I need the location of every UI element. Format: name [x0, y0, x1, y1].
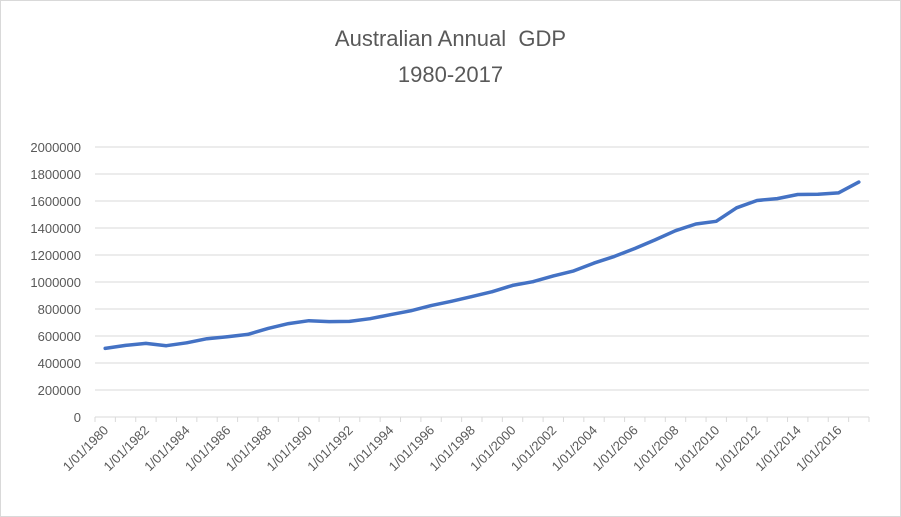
gridlines [95, 146, 869, 391]
data-point [409, 309, 413, 313]
chart-title: Australian Annual GDP [334, 26, 567, 51]
data-point [368, 317, 372, 321]
data-point [674, 229, 677, 233]
data-point [816, 192, 820, 196]
y-tick-label: 1000000 [30, 275, 81, 290]
data-point [572, 269, 576, 273]
data-point [836, 191, 840, 195]
data-point [796, 193, 800, 197]
data-point [225, 335, 229, 339]
data-point [144, 341, 148, 345]
data-point [694, 222, 698, 226]
y-tick-label: 1800000 [30, 167, 81, 182]
data-point [551, 274, 555, 278]
y-tick-label: 600000 [38, 329, 81, 344]
data-point [164, 344, 168, 348]
data-point [490, 290, 494, 294]
data-point [103, 346, 107, 350]
y-tick-label: 200000 [38, 383, 81, 398]
data-point [592, 261, 596, 265]
data-point [735, 206, 739, 210]
series-line-gdp [103, 180, 861, 351]
y-tick-label: 800000 [38, 302, 81, 317]
data-point [714, 219, 718, 223]
data-point [449, 299, 453, 303]
data-point [612, 254, 616, 258]
x-axis-ticks: 1/01/19801/01/19821/01/19841/01/19861/01… [60, 423, 845, 475]
data-point [348, 319, 352, 323]
data-point [775, 197, 779, 201]
data-point [531, 280, 535, 284]
data-point [429, 304, 433, 308]
data-point [327, 320, 331, 324]
data-point [246, 332, 250, 336]
data-point [755, 198, 759, 202]
chart-subtitle: 1980-2017 [397, 62, 504, 87]
y-tick-label: 1200000 [30, 248, 81, 263]
x-axis [94, 416, 870, 422]
data-point [185, 341, 189, 345]
data-point [653, 238, 657, 242]
data-point [124, 343, 128, 347]
data-point [307, 319, 311, 323]
series-lines [103, 180, 861, 351]
data-point [205, 337, 209, 341]
data-point [633, 247, 637, 251]
y-tick-label: 400000 [38, 356, 81, 371]
y-tick-label: 0 [74, 410, 81, 425]
data-point [266, 326, 270, 330]
data-point [857, 180, 861, 184]
y-axis-ticks: 0 200000 400000 600000 800000 1000000 1200000 1… [30, 140, 81, 425]
y-tick-label: 1400000 [30, 221, 81, 236]
data-point [511, 283, 515, 287]
y-tick-label: 1600000 [30, 194, 81, 209]
y-tick-label: 2000000 [30, 140, 81, 155]
data-point [388, 313, 392, 317]
data-point [470, 295, 474, 299]
data-point [287, 322, 290, 326]
